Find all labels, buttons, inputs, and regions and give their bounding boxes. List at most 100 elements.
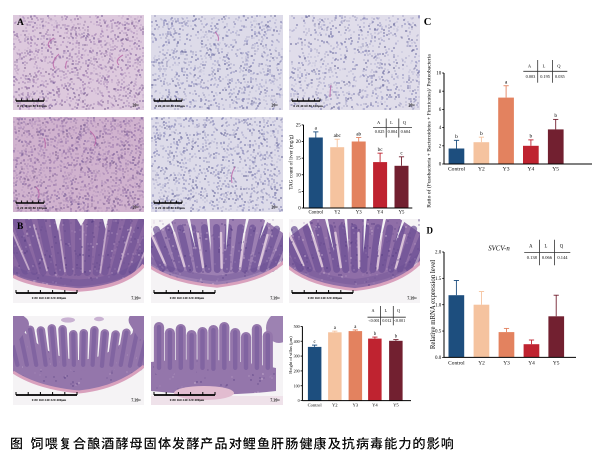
svg-text:a: a bbox=[334, 326, 337, 331]
svg-text:Control: Control bbox=[448, 361, 465, 367]
svg-text:0.144: 0.144 bbox=[557, 255, 568, 260]
svg-text:Y4: Y4 bbox=[377, 211, 383, 216]
svg-text:A: A bbox=[377, 120, 381, 125]
svg-text:0.012: 0.012 bbox=[382, 318, 391, 323]
svg-text:7.39×: 7.39× bbox=[270, 398, 280, 403]
svg-text:A: A bbox=[371, 308, 374, 313]
svg-text:c: c bbox=[400, 151, 403, 157]
svg-text:8: 8 bbox=[439, 90, 442, 95]
svg-text:A: A bbox=[529, 244, 533, 249]
svg-text:Control: Control bbox=[448, 167, 466, 173]
svg-text:0.025: 0.025 bbox=[375, 129, 385, 134]
svg-text:a: a bbox=[315, 126, 318, 132]
svg-text:Y4: Y4 bbox=[372, 403, 378, 408]
svg-text:ab: ab bbox=[356, 131, 361, 137]
svg-text:6: 6 bbox=[439, 108, 442, 113]
svg-text:7.39×: 7.39× bbox=[407, 296, 417, 301]
svg-text:b: b bbox=[395, 334, 398, 339]
svg-text:b: b bbox=[374, 332, 377, 337]
svg-text:B: B bbox=[17, 222, 24, 232]
svg-text:20×: 20× bbox=[132, 205, 139, 210]
svg-text:Y2: Y2 bbox=[332, 403, 338, 408]
svg-text:25: 25 bbox=[296, 124, 302, 129]
svg-text:0.604: 0.604 bbox=[401, 129, 412, 134]
svg-text:10: 10 bbox=[296, 173, 302, 178]
svg-text:Y2: Y2 bbox=[478, 361, 485, 367]
svg-text:bc: bc bbox=[378, 147, 384, 153]
svg-text:0.195: 0.195 bbox=[540, 74, 550, 79]
svg-text:L: L bbox=[385, 308, 388, 313]
svg-text:abc: abc bbox=[334, 133, 342, 139]
svg-text:200: 200 bbox=[294, 369, 300, 374]
svg-text:Y4: Y4 bbox=[528, 361, 535, 367]
svg-text:0.003: 0.003 bbox=[526, 74, 536, 79]
svg-text:0 20 40 60 80 100μm: 0 20 40 60 80 100μm bbox=[17, 206, 47, 210]
svg-text:Y5: Y5 bbox=[393, 403, 399, 408]
svg-text:Q: Q bbox=[397, 308, 400, 313]
svg-text:Control: Control bbox=[308, 211, 323, 216]
svg-text:Y3: Y3 bbox=[503, 167, 510, 173]
svg-text:b: b bbox=[554, 113, 557, 119]
svg-text:a: a bbox=[505, 80, 508, 86]
svg-text:0.004: 0.004 bbox=[388, 129, 399, 134]
svg-text:0.138: 0.138 bbox=[527, 255, 538, 260]
svg-text:Q: Q bbox=[557, 64, 561, 69]
svg-text:0 80 160 240 320 400μ: 0 80 160 240 320 400μm bbox=[170, 398, 205, 402]
svg-text:c: c bbox=[314, 340, 316, 345]
svg-text:0 80 160 240 320 400μ: 0 80 160 240 320 400μm bbox=[170, 296, 205, 300]
svg-text:2: 2 bbox=[439, 144, 442, 149]
svg-text:L: L bbox=[545, 244, 548, 249]
svg-text:Y2: Y2 bbox=[334, 211, 340, 216]
svg-text:0 80 160 240 320 400μ: 0 80 160 240 320 400μm bbox=[32, 398, 67, 402]
svg-text:100: 100 bbox=[294, 383, 300, 388]
svg-text:500: 500 bbox=[294, 324, 300, 329]
svg-text:a: a bbox=[354, 325, 357, 330]
svg-text:0 80 160 240 320 400μ: 0 80 160 240 320 400μm bbox=[32, 296, 67, 300]
svg-text:20×: 20× bbox=[271, 205, 278, 210]
svg-text:Relative mRNA expression level: Relative mRNA expression level bbox=[430, 260, 437, 349]
svg-text:0 80 160 240 320 400μ: 0 80 160 240 320 400μm bbox=[308, 296, 343, 300]
svg-text:20: 20 bbox=[296, 140, 302, 145]
svg-text:7.39×: 7.39× bbox=[270, 296, 280, 301]
svg-text:0 20 40 60 80 100μm: 0 20 40 60 80 100μm bbox=[293, 104, 323, 108]
svg-text:7.39×: 7.39× bbox=[131, 398, 141, 403]
svg-text:0 20 40 60 80 100μm: 0 20 40 60 80 100μm bbox=[155, 206, 185, 210]
svg-text:300: 300 bbox=[294, 354, 300, 359]
svg-text:Y3: Y3 bbox=[503, 361, 510, 367]
svg-text:A: A bbox=[528, 64, 532, 69]
svg-text:TAG count of liver (mg/g): TAG count of liver (mg/g) bbox=[288, 135, 295, 190]
svg-text:0: 0 bbox=[298, 207, 301, 212]
svg-text:Y2: Y2 bbox=[478, 167, 485, 173]
svg-text:5: 5 bbox=[298, 190, 301, 195]
svg-text:4: 4 bbox=[439, 126, 442, 131]
svg-text:<0.001: <0.001 bbox=[394, 318, 405, 323]
svg-text:0.5: 0.5 bbox=[435, 330, 442, 335]
svg-text:1.0: 1.0 bbox=[435, 303, 442, 308]
svg-text:Y4: Y4 bbox=[527, 167, 534, 173]
svg-text:0.035: 0.035 bbox=[555, 74, 565, 79]
svg-text:A: A bbox=[17, 18, 24, 28]
svg-text:b: b bbox=[455, 134, 458, 140]
svg-text:Ratio of (Fusobacteria + Bacte: Ratio of (Fusobacteria + Bacteroidetes +… bbox=[426, 54, 433, 208]
svg-text:400: 400 bbox=[294, 339, 300, 344]
svg-text:Y3: Y3 bbox=[356, 211, 362, 216]
svg-text:0: 0 bbox=[298, 398, 300, 403]
svg-text:Y5: Y5 bbox=[553, 361, 560, 367]
svg-text:0.066: 0.066 bbox=[542, 255, 553, 260]
svg-text:Q: Q bbox=[560, 244, 564, 249]
svg-text:15: 15 bbox=[296, 157, 302, 162]
svg-text:0 20 40 60 80 100μm: 0 20 40 60 80 100μm bbox=[155, 104, 185, 108]
svg-text:Y5: Y5 bbox=[399, 211, 405, 216]
svg-text:Q: Q bbox=[403, 120, 407, 125]
svg-text:SVCV-n: SVCV-n bbox=[488, 246, 510, 253]
svg-text:<0.001: <0.001 bbox=[368, 318, 379, 323]
svg-text:b: b bbox=[530, 134, 533, 140]
svg-text:20×: 20× bbox=[408, 103, 415, 108]
svg-text:Height of villus (μm): Height of villus (μm) bbox=[288, 336, 293, 374]
svg-text:L: L bbox=[543, 64, 546, 69]
svg-text:0.0: 0.0 bbox=[435, 356, 442, 361]
svg-text:0 20 40 60 80 100μm: 0 20 40 60 80 100μm bbox=[17, 104, 47, 108]
svg-text:1.5: 1.5 bbox=[435, 277, 442, 282]
svg-text:Control: Control bbox=[308, 403, 323, 408]
svg-text:L: L bbox=[390, 120, 393, 125]
